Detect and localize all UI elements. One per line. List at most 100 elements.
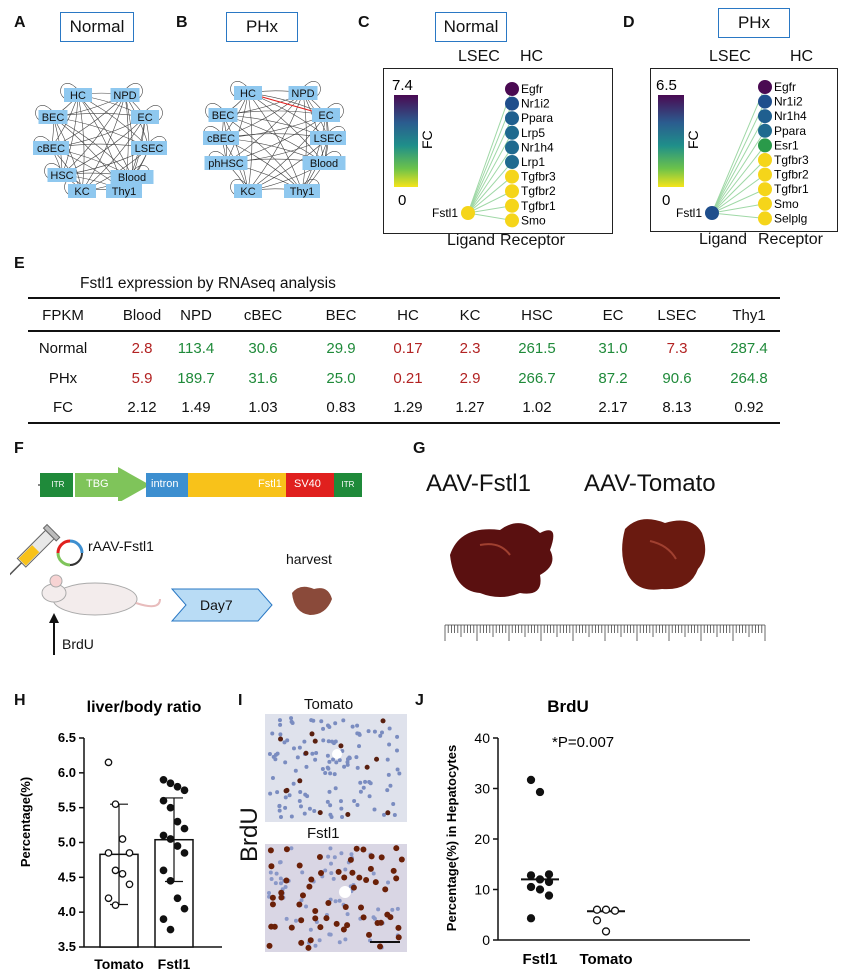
table-cell: 25.0	[326, 370, 356, 387]
liver-tomato	[622, 519, 706, 590]
receptor-dot-nr1h4	[758, 109, 772, 124]
table-header-rule	[28, 330, 780, 332]
net-a-node-label: BEC	[42, 112, 65, 124]
receptor-dot-nr1i2	[505, 96, 519, 111]
table-cell: 261.5	[518, 340, 556, 357]
lr-d-xlabel-receptor: Receptor	[758, 231, 823, 248]
j-ytick: 10	[474, 882, 490, 898]
panel-label-j: J	[415, 692, 424, 709]
lr-c-col1: LSEC	[458, 48, 500, 65]
table-header-cell: cBEC	[243, 307, 283, 324]
net-b-node-phhsc	[204, 156, 248, 170]
network-b: HC NPD BEC EC cBEC LSEC phHSC Blood KC Thy1	[203, 81, 346, 198]
receptor-label: Nr1i2	[521, 97, 550, 111]
virus-plasmid-icon	[56, 539, 84, 567]
network-a: HC NPD BEC EC cBEC LSEC HSC Blood KC Thy1	[33, 83, 167, 198]
table-cell: 287.4	[730, 340, 768, 357]
fstl1-label: Fstl1	[258, 478, 282, 490]
h-ytick: 6.0	[58, 765, 76, 780]
intron-label: intron	[151, 478, 179, 490]
h-ytick: 4.0	[58, 904, 76, 919]
table-header-cell: Blood	[122, 307, 162, 324]
h-xtick: Tomato	[94, 956, 144, 970]
panel-label-c: C	[358, 14, 370, 31]
j-point	[526, 882, 536, 892]
receptor-label: Tgfbr1	[521, 199, 556, 213]
table-cell: 2.3	[459, 340, 481, 357]
table-header-cell: LSEC	[657, 307, 697, 324]
h-point	[173, 894, 182, 903]
table-cell: 87.2	[598, 370, 628, 387]
injection-scheme	[10, 523, 332, 655]
liver-fstl1	[450, 523, 554, 597]
virus-label: rAAV-Fstl1	[88, 538, 154, 554]
j-ylabel: Percentage(%) in Hepatocytes	[444, 745, 459, 931]
receptor-dot-ppara	[758, 123, 772, 138]
mouse-icon	[41, 574, 161, 616]
receptor-label: Ppara	[774, 124, 806, 138]
brdu-chart: BrdU Percentage(%) in Hepatocytes *P=0.0…	[444, 697, 750, 968]
harvest-label: harvest	[286, 551, 332, 567]
net-b-node-blood	[302, 156, 346, 170]
receptor-label: Tgfbr3	[521, 170, 556, 184]
receptor-dot-tgfbr2	[505, 184, 519, 199]
receptor-dot-nr1h4	[505, 140, 519, 155]
panel-label-i: I	[238, 692, 243, 709]
h-point	[180, 904, 189, 913]
panel-label-h: H	[14, 692, 26, 709]
net-b-node-bec	[208, 108, 238, 122]
net-a-node-cbec	[33, 141, 69, 155]
net-b-node-label: Thy1	[290, 186, 314, 198]
receptor-dot-egfr	[505, 82, 519, 96]
net-a-node-label: EC	[137, 112, 152, 124]
h-point	[104, 758, 113, 767]
j-point	[601, 927, 611, 936]
net-b-node-label: cBEC	[207, 133, 235, 145]
colorbar-max: 6.5	[656, 77, 677, 94]
h-point	[159, 915, 168, 923]
table-row-label: FC	[53, 399, 73, 416]
table-cell: 7.3	[666, 340, 688, 357]
table-cell: 0.92	[734, 399, 764, 416]
receptor-dot-tgfbr2	[758, 167, 772, 182]
tbg-label: TBG	[86, 478, 109, 490]
table-cell: 113.4	[177, 340, 215, 357]
receptor-dot-tgfbr1	[505, 198, 519, 213]
h-point	[180, 849, 189, 857]
h-ytick: 5.0	[58, 835, 76, 850]
net-b-node-label: BEC	[212, 110, 235, 122]
net-a-node-thy1	[106, 184, 142, 198]
receptor-label: Tgfbr3	[774, 153, 809, 167]
colorbar-min: 0	[398, 192, 406, 209]
j-point	[544, 891, 554, 900]
h-point	[166, 876, 175, 885]
j-point	[535, 885, 545, 894]
net-a-node-bec	[38, 110, 68, 124]
h-point	[166, 925, 175, 934]
table-cell: 31.0	[598, 340, 628, 357]
receptor-label: Esr1	[774, 138, 799, 152]
net-b-node-label: LSEC	[314, 133, 343, 145]
h-ytick: 3.5	[58, 939, 76, 954]
receptor-dot-nr1i2	[758, 94, 772, 109]
h-ytick: 5.5	[58, 800, 76, 815]
table-cell: 1.29	[393, 399, 423, 416]
net-a-node-label: HSC	[50, 170, 73, 182]
panel-label-a: A	[14, 14, 26, 31]
h-point	[104, 849, 113, 857]
table-cell: 2.17	[598, 399, 628, 416]
harvested-liver-icon	[292, 586, 332, 615]
lr-c-frame	[383, 68, 613, 234]
table-cell: 2.9	[459, 370, 481, 387]
network-a-title: Normal	[60, 12, 134, 42]
net-a-node-hsc	[47, 168, 77, 182]
net-a-node-ec	[131, 110, 159, 124]
j-point	[592, 916, 602, 925]
colorbar-label: FC	[685, 130, 701, 149]
lr-c-plot: 7.40FCEgfrNr1i2PparaLrp5Nr1h4Lrp1Tgfbr3T…	[392, 77, 556, 228]
table-cell: 189.7	[177, 370, 215, 387]
receptor-dot-smo	[505, 213, 519, 228]
net-b-node-label: EC	[318, 110, 333, 122]
table-cell: 90.6	[662, 370, 692, 387]
j-ytick: 40	[474, 730, 490, 746]
